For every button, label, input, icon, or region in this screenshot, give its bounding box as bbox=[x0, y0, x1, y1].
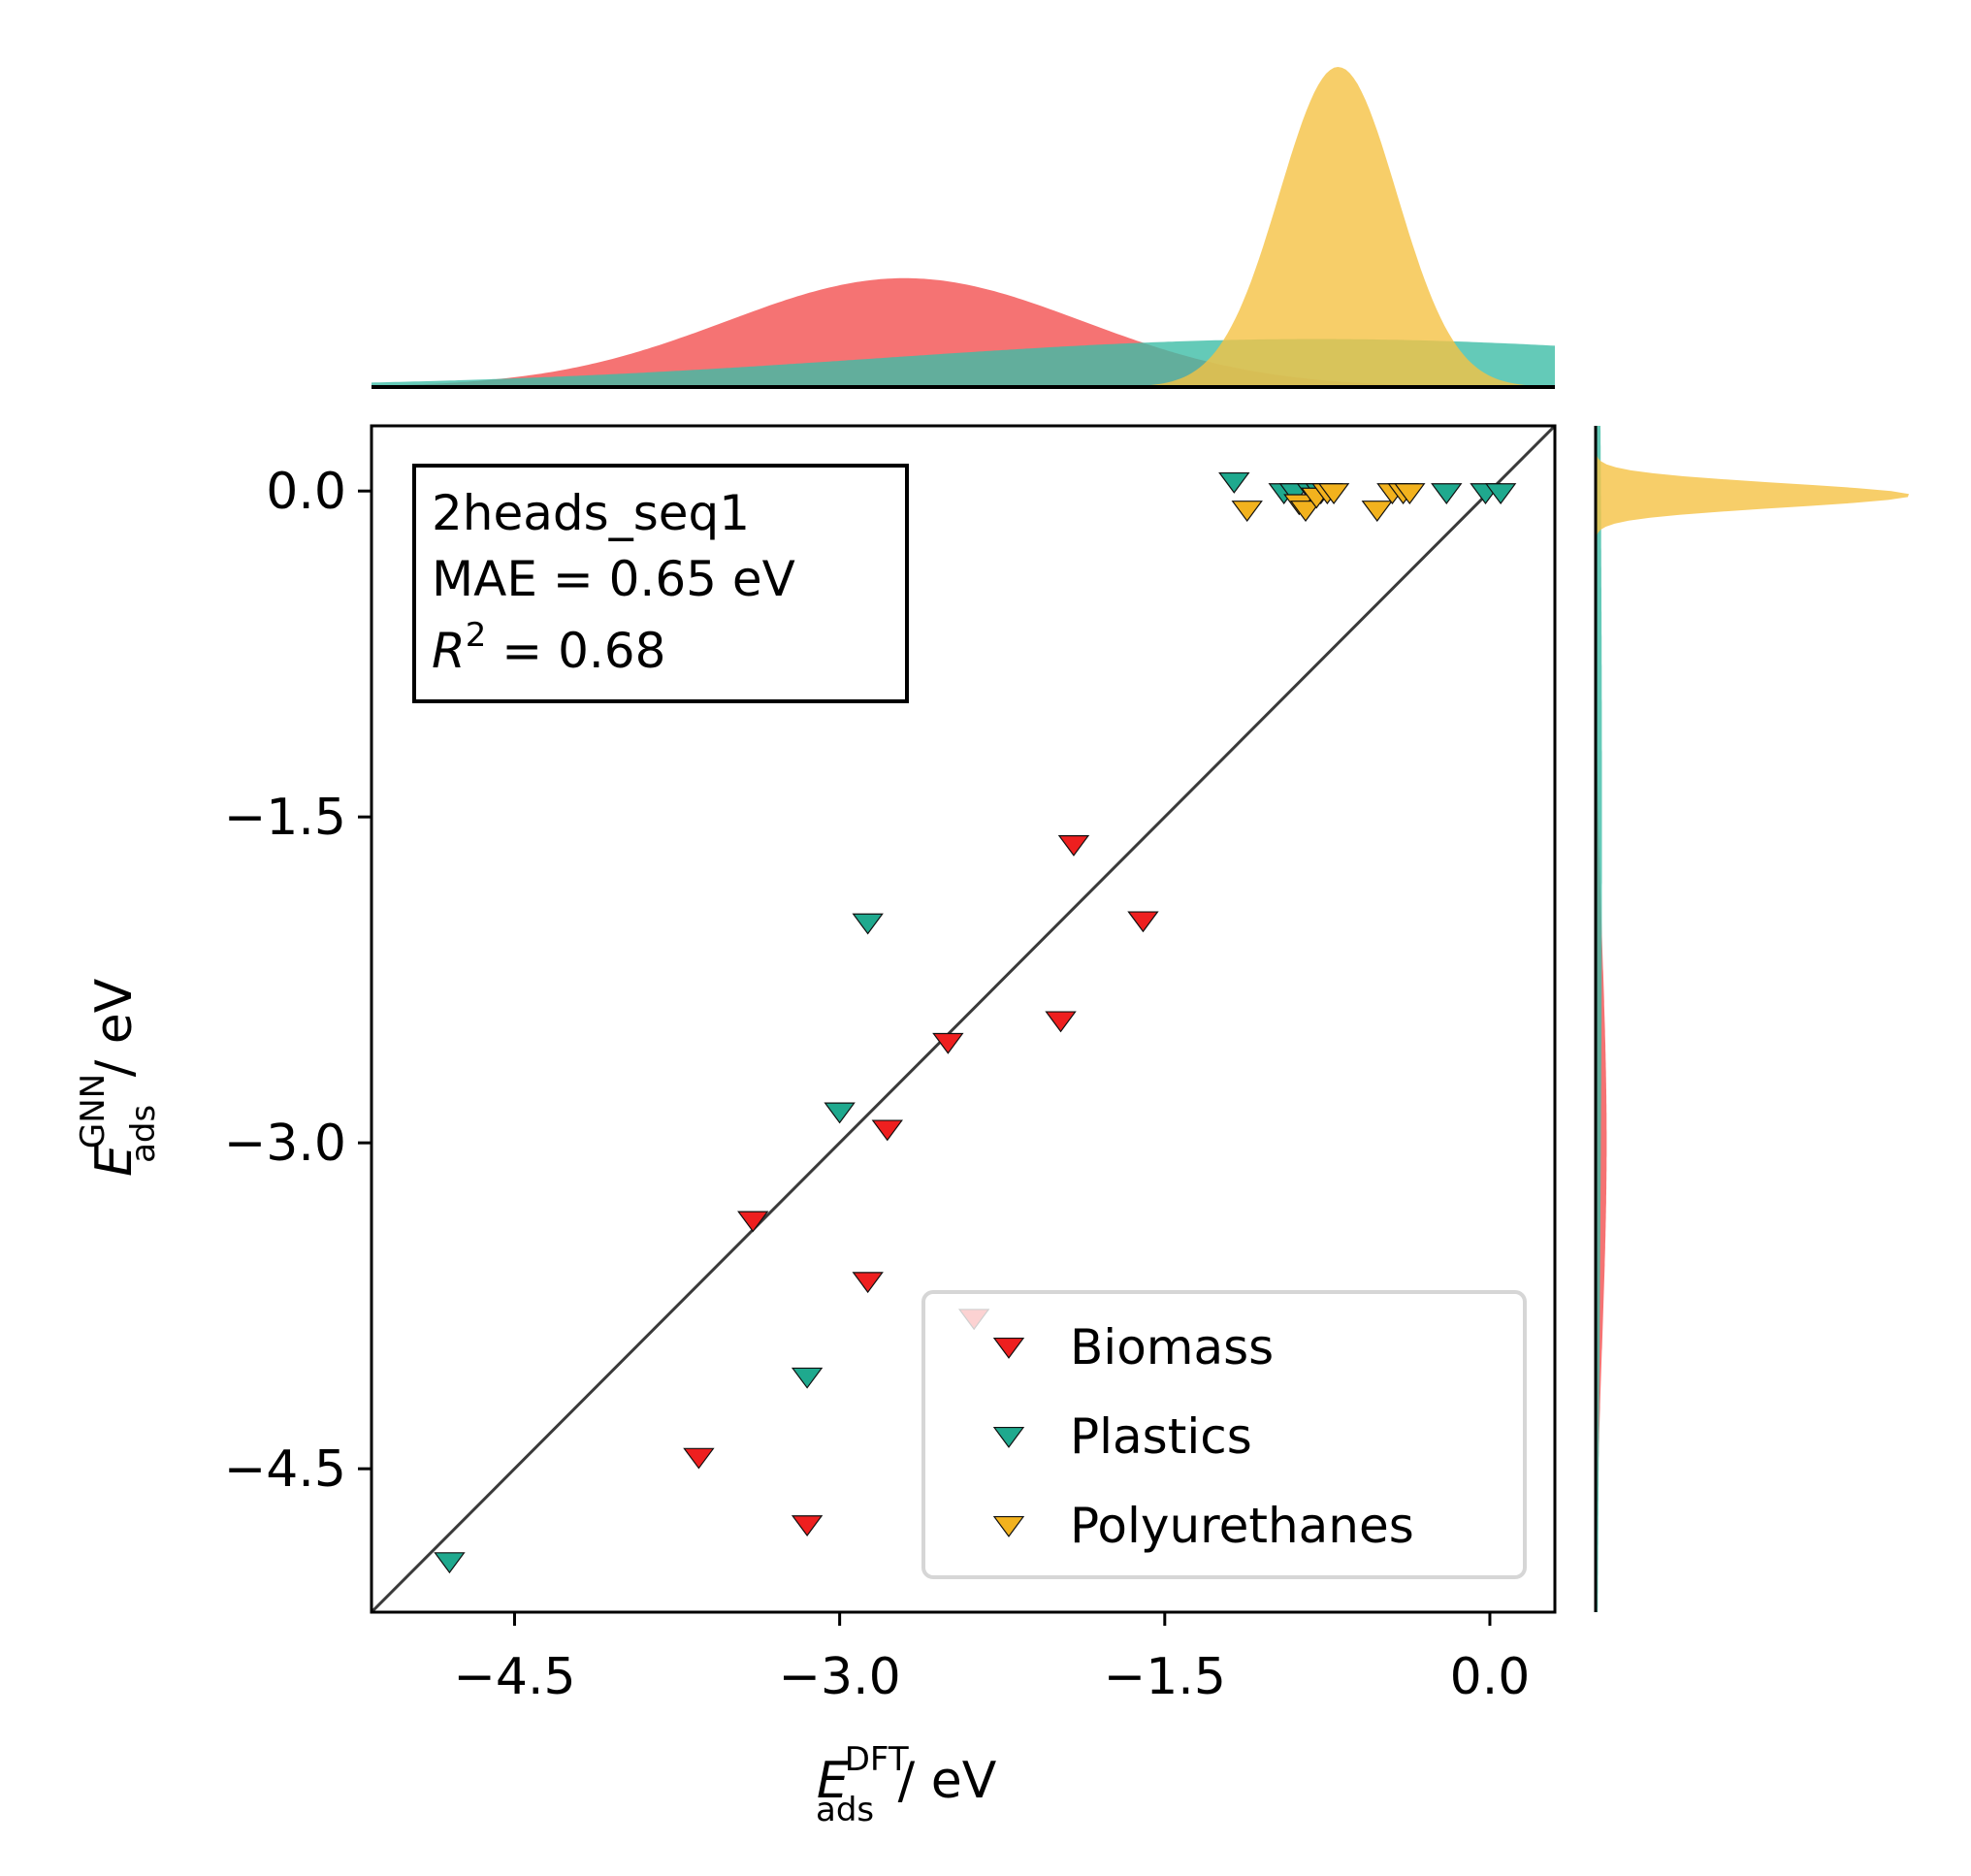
legend-marker-plastics bbox=[992, 1426, 1025, 1448]
x-tick-label: −3.0 bbox=[778, 1648, 900, 1706]
x-axis-label-sub: ads bbox=[816, 1791, 874, 1829]
biomass-point bbox=[1045, 1011, 1077, 1033]
plastics-point bbox=[434, 1552, 466, 1574]
x-tick-label: −1.5 bbox=[1104, 1648, 1226, 1706]
legend-marker-polyurethanes bbox=[992, 1515, 1025, 1537]
polyurethanes-point bbox=[1394, 483, 1426, 505]
y-axis-ticks: 0.0 −1.5 −3.0 −4.5 bbox=[224, 463, 372, 1499]
y-axis-label: EGNN ads / eV bbox=[74, 978, 163, 1177]
y-tick-label: 0.0 bbox=[266, 463, 346, 521]
y-axis-label-symbol: E bbox=[85, 1145, 144, 1177]
plastics-point bbox=[1218, 471, 1250, 494]
metrics-annotation: 2heads_seq1 MAE = 0.65 eV R2 = 0.68 bbox=[412, 464, 909, 703]
plastics-point bbox=[1484, 483, 1517, 505]
parity-line bbox=[372, 426, 1555, 1612]
legend-label-polyurethanes: Polyurethanes bbox=[1070, 1498, 1414, 1554]
polyurethanes-y-density bbox=[1596, 426, 1909, 1612]
plot-frame bbox=[370, 424, 1557, 1614]
mae-text: MAE = 0.65 eV bbox=[432, 551, 795, 607]
y-axis-label-group: EGNN ads / eV bbox=[74, 978, 163, 1177]
biomass-point bbox=[791, 1515, 824, 1536]
biomass-point bbox=[852, 1272, 884, 1294]
y-tick-label: −4.5 bbox=[224, 1440, 346, 1499]
legend-label-plastics: Plastics bbox=[1070, 1408, 1252, 1465]
legend-marker-biomass bbox=[992, 1337, 1025, 1359]
y-tick-label: −1.5 bbox=[224, 789, 346, 847]
legend-box bbox=[921, 1290, 1527, 1579]
biomass-point bbox=[1127, 911, 1159, 933]
r2-symbol: R bbox=[432, 623, 466, 679]
legend: Biomass Plastics Polyurethanes bbox=[921, 1290, 1527, 1579]
y-axis-label-sub: ads bbox=[124, 1105, 163, 1163]
polyurethanes-point bbox=[1317, 483, 1350, 505]
y-axis-label-sup: GNN bbox=[74, 1074, 113, 1148]
x-tick-label: −4.5 bbox=[453, 1648, 575, 1706]
x-axis-ticks: −4.5 −3.0 −1.5 0.0 bbox=[453, 1612, 1530, 1706]
annotation-box bbox=[412, 464, 909, 703]
x-axis-label-unit: / eV bbox=[882, 1752, 997, 1810]
r2-text: R2 = 0.68 bbox=[432, 616, 665, 679]
plastics-point bbox=[791, 1367, 824, 1389]
polyurethanes-x-density bbox=[372, 67, 1555, 387]
plastics-point bbox=[852, 913, 884, 935]
plastics-y-density bbox=[1596, 426, 1602, 1612]
polyurethanes-point bbox=[1231, 501, 1263, 522]
x-axis-label: EDFT ads / eV bbox=[816, 1740, 997, 1829]
top-marginal-kde bbox=[372, 67, 1555, 387]
polyurethanes-point bbox=[1289, 501, 1322, 522]
biomass-point bbox=[871, 1119, 903, 1142]
x-tick-label: 0.0 bbox=[1450, 1648, 1531, 1706]
model-name: 2heads_seq1 bbox=[432, 485, 750, 541]
r2-value: = 0.68 bbox=[486, 623, 665, 679]
x-axis-label-sup: DFT bbox=[845, 1740, 909, 1779]
y-tick-label: −3.0 bbox=[224, 1115, 346, 1173]
r2-superscript: 2 bbox=[466, 616, 487, 655]
biomass-point bbox=[1057, 835, 1090, 857]
legend-label-biomass: Biomass bbox=[1070, 1319, 1274, 1375]
polyurethanes-point bbox=[1361, 501, 1393, 522]
right-marginal-kde bbox=[1596, 426, 1909, 1612]
x-axis-label-symbol: E bbox=[817, 1752, 849, 1810]
biomass-point bbox=[683, 1447, 715, 1470]
plastics-point bbox=[1431, 483, 1463, 505]
biomass-point bbox=[932, 1032, 964, 1054]
biomass-x-density bbox=[372, 277, 1555, 387]
plastics-point bbox=[824, 1102, 856, 1124]
biomass-point bbox=[737, 1211, 769, 1233]
y-axis-label-unit: / eV bbox=[85, 978, 144, 1093]
